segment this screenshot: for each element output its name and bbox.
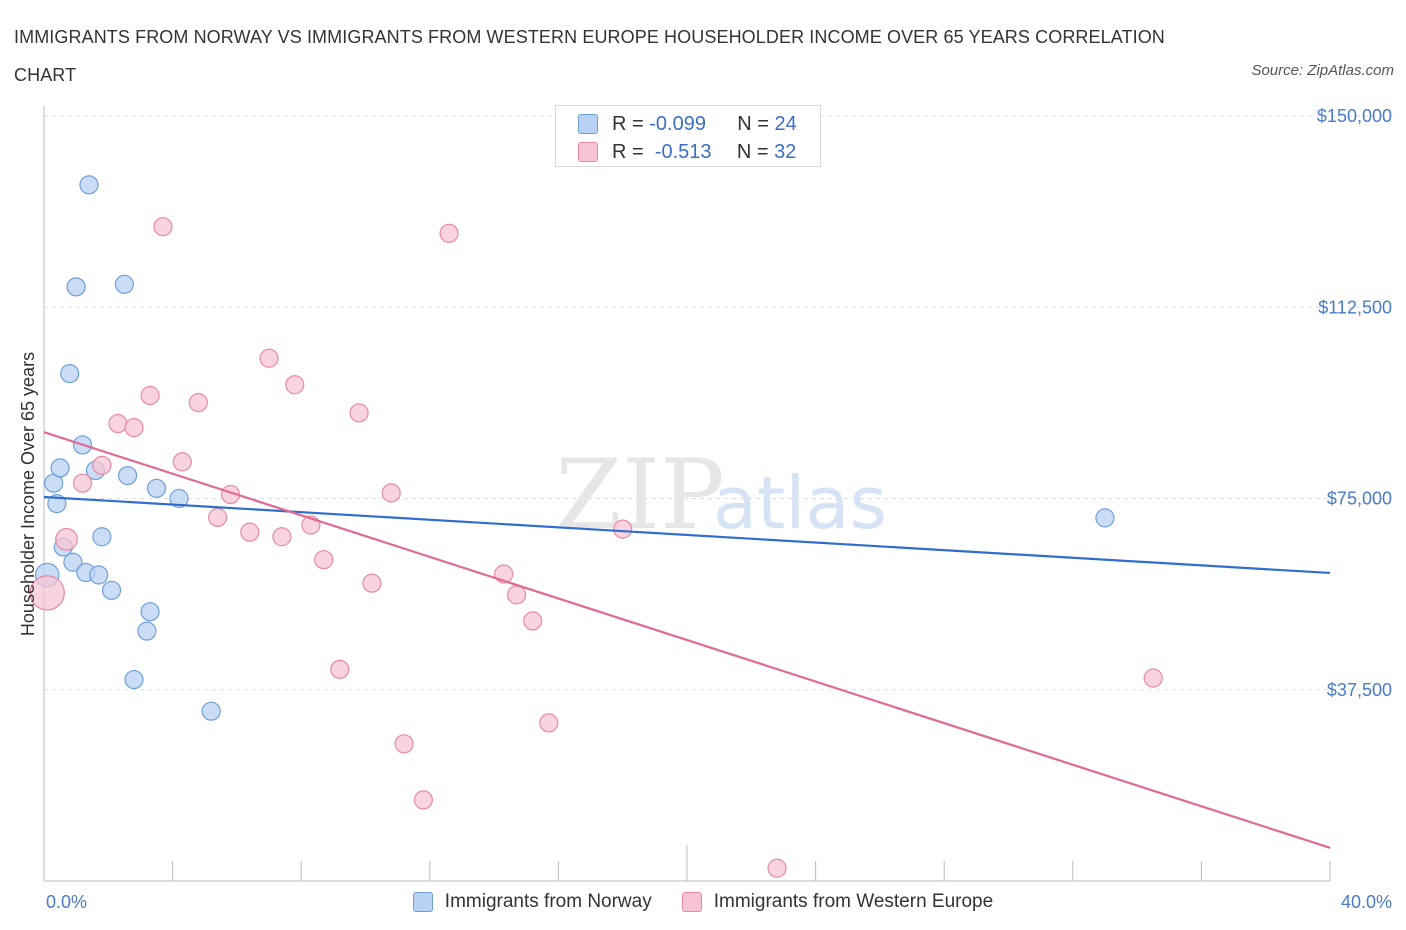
legend-r-label: R = <box>612 112 644 135</box>
y-tick-label: $37,500 <box>1327 680 1392 700</box>
point-western-europe[interactable] <box>523 611 543 631</box>
legend-swatch-western-europe <box>578 142 598 162</box>
y-tick-label: $75,000 <box>1327 489 1392 509</box>
legend-swatch-western-europe <box>681 892 702 912</box>
point-norway[interactable] <box>137 621 157 641</box>
stats-legend: R = -0.099 N = 24 R = -0.513 N = 32 <box>555 105 821 167</box>
legend-r-value-western-europe: -0.513 <box>654 140 712 163</box>
point-western-europe[interactable] <box>140 385 160 406</box>
point-western-europe[interactable] <box>394 734 414 754</box>
trend-line-norway <box>43 495 1331 575</box>
point-western-europe[interactable] <box>240 522 260 542</box>
point-western-europe[interactable] <box>507 585 527 605</box>
watermark-zip: ZIP <box>555 439 724 551</box>
y-tick-label: $112,500 <box>1318 297 1392 317</box>
point-western-europe[interactable] <box>108 413 128 434</box>
legend-swatch-norway <box>412 892 433 912</box>
point-western-europe[interactable] <box>413 790 433 810</box>
point-norway[interactable] <box>1095 508 1115 528</box>
y-axis-label: Householder Income Over 65 years <box>18 352 38 636</box>
point-western-europe[interactable] <box>539 713 559 733</box>
x-tick-label-max: 40.0% <box>1341 892 1392 912</box>
legend-n-label: N = <box>737 112 769 135</box>
point-norway[interactable] <box>47 494 67 514</box>
point-western-europe[interactable] <box>272 527 292 547</box>
point-western-europe[interactable] <box>208 507 228 527</box>
point-western-europe[interactable] <box>285 375 305 395</box>
point-norway[interactable] <box>124 669 144 690</box>
point-western-europe[interactable] <box>188 393 208 413</box>
point-norway[interactable] <box>201 701 221 721</box>
point-western-europe[interactable] <box>439 223 459 243</box>
legend-r-value-norway: -0.099 <box>649 112 706 135</box>
legend-n-label: N = <box>736 140 769 163</box>
legend-label-western-europe: Immigrants from Western Europe <box>713 891 994 912</box>
legend-item-western-europe[interactable]: Immigrants from Western Europe <box>681 891 994 913</box>
point-norway[interactable] <box>117 465 138 486</box>
point-western-europe[interactable] <box>349 403 369 423</box>
point-western-europe[interactable] <box>381 483 401 503</box>
legend-row-western-europe: R = -0.513 N = 32 <box>578 140 796 164</box>
point-norway[interactable] <box>114 274 134 294</box>
point-norway[interactable] <box>146 478 167 498</box>
point-norway[interactable] <box>101 580 122 600</box>
legend-swatch-norway <box>578 114 598 134</box>
point-norway[interactable] <box>50 458 70 478</box>
series-legend: Immigrants from Norway Immigrants from W… <box>0 888 1406 916</box>
point-western-europe[interactable] <box>314 550 334 570</box>
point-norway[interactable] <box>169 488 189 509</box>
legend-r-label: R = <box>612 140 644 163</box>
point-norway[interactable] <box>92 527 112 547</box>
watermark-atlas: atlas <box>713 461 887 545</box>
point-norway[interactable] <box>89 565 109 585</box>
legend-n-value-western-europe: 32 <box>774 140 797 163</box>
point-western-europe[interactable] <box>1143 668 1163 688</box>
point-western-europe[interactable] <box>613 519 633 539</box>
point-norway[interactable] <box>140 602 160 622</box>
legend-label-norway: Immigrants from Norway <box>444 891 652 912</box>
chart-title: IMMIGRANTS FROM NORWAY VS IMMIGRANTS FRO… <box>14 27 1165 85</box>
point-western-europe[interactable] <box>92 455 112 475</box>
legend-item-norway[interactable]: Immigrants from Norway <box>412 891 652 913</box>
point-western-europe[interactable] <box>362 573 382 593</box>
point-western-europe[interactable] <box>767 858 787 878</box>
y-tick-labels: $37,500 $75,000 $112,500 $150,000 <box>1317 106 1392 700</box>
point-norway[interactable] <box>60 363 80 384</box>
point-norway[interactable] <box>63 552 83 572</box>
point-western-europe[interactable] <box>153 217 173 237</box>
y-tick-label: $150,000 <box>1317 106 1392 126</box>
trend-lines <box>43 431 1331 849</box>
point-western-europe[interactable] <box>172 452 192 472</box>
points-layer <box>29 175 1163 878</box>
gridlines <box>44 115 1390 691</box>
point-western-europe[interactable] <box>259 348 279 368</box>
point-western-europe[interactable] <box>72 473 93 493</box>
x-tick-label-min: 0.0% <box>46 892 87 912</box>
point-western-europe[interactable] <box>330 659 350 679</box>
legend-n-value-norway: 24 <box>774 112 797 135</box>
trend-line-western-europe <box>43 431 1331 849</box>
point-norway[interactable] <box>79 175 99 195</box>
axes <box>43 106 1331 882</box>
point-western-europe[interactable] <box>124 418 144 438</box>
legend-row-norway: R = -0.099 N = 24 <box>578 112 797 136</box>
point-western-europe[interactable] <box>55 527 78 551</box>
source-label: Source: ZipAtlas.com <box>1251 62 1394 79</box>
point-norway[interactable] <box>66 277 86 297</box>
point-western-europe[interactable] <box>29 575 65 611</box>
